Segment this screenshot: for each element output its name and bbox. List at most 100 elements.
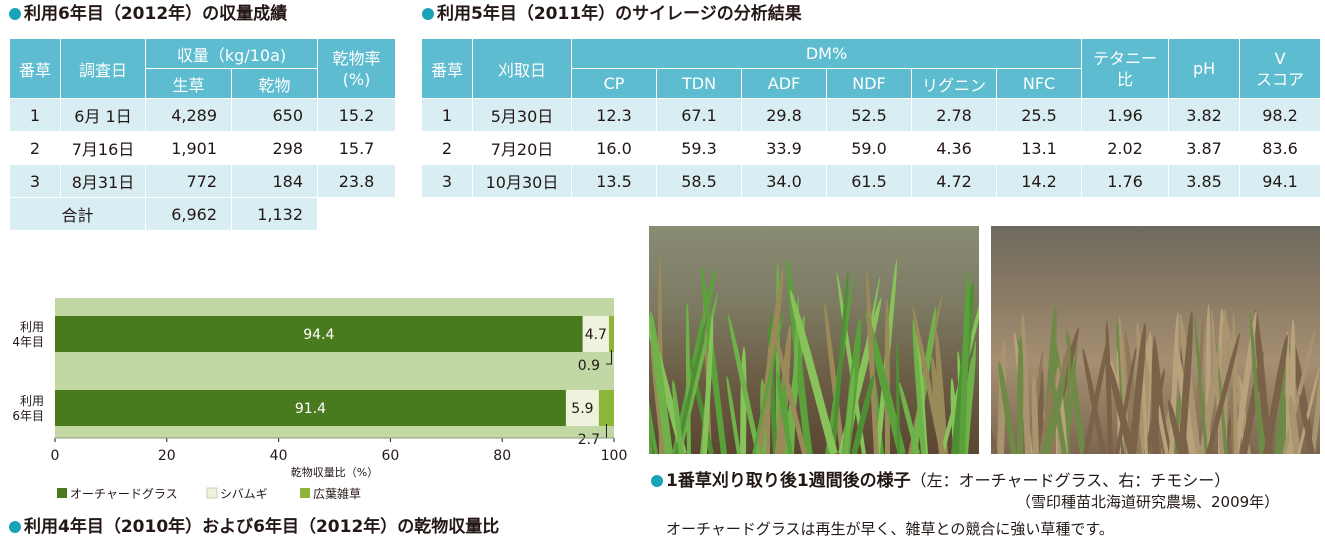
table-row: 3 8月31日 772 184 23.8 — [9, 164, 397, 198]
cell-nfc: 13.1 — [995, 131, 1083, 165]
data-label: 91.4 — [295, 401, 326, 417]
cell-total-rate — [317, 197, 397, 231]
cell-adf: 33.9 — [741, 131, 827, 165]
silage-header-adf: ADF — [741, 68, 827, 99]
cell-ndf: 61.5 — [826, 164, 912, 198]
yield-header-date: 調査日 — [60, 38, 146, 99]
bullet-icon — [422, 8, 434, 20]
cell-date: 5月30日 — [472, 98, 572, 132]
cell-adf: 34.0 — [741, 164, 827, 198]
cell-num: 1 — [421, 98, 473, 132]
tick-label: 80 — [493, 448, 511, 464]
silage-header-vscore: V スコア — [1239, 38, 1322, 99]
cell-dry: 184 — [230, 164, 319, 198]
legend-label: シバムギ — [220, 487, 268, 501]
silage-header-date: 刈取日 — [472, 38, 572, 99]
cell-ph: 3.87 — [1168, 131, 1241, 165]
cell-total-dry: 1,132 — [230, 197, 319, 231]
cell-ndf: 52.5 — [826, 98, 912, 132]
silage-header-tdn: TDN — [656, 68, 742, 99]
bar-segment — [598, 390, 614, 426]
cell-cp: 12.3 — [571, 98, 657, 132]
cell-rate: 23.8 — [317, 164, 397, 198]
table-row: 2 7月20日 16.0 59.3 33.9 59.0 4.36 13.1 2.… — [421, 131, 1322, 165]
category-label: 6年目 — [12, 409, 44, 423]
cell-rate: 15.2 — [317, 98, 397, 132]
timothy-photo — [991, 226, 1320, 454]
yield-header-dry: 乾物 — [230, 68, 319, 99]
cell-tdn: 59.3 — [656, 131, 742, 165]
cell-tdn: 67.1 — [656, 98, 742, 132]
silage-table: 番草 刈取日 DM% テタニー比 pH V スコア CP TDN ADF NDF … — [421, 38, 1322, 198]
cell-num: 3 — [9, 164, 61, 198]
legend-swatch — [300, 488, 310, 498]
bar-segment — [582, 316, 609, 352]
cell-ph: 3.82 — [1168, 98, 1241, 132]
silage-header-lignin: リグニン — [911, 68, 997, 99]
silage-header-ph: pH — [1168, 38, 1241, 99]
yield-section-title: 利用6年目（2012年）の収量成績 — [9, 4, 287, 24]
cell-rate: 15.7 — [317, 131, 397, 165]
cell-ndf: 59.0 — [826, 131, 912, 165]
grass-blade — [725, 375, 742, 454]
cell-date: 10月30日 — [472, 164, 572, 198]
cell-date: 7月20日 — [472, 131, 572, 165]
orchardgrass-photo — [649, 226, 979, 454]
x-axis-label: 乾物収量比（%） — [291, 465, 378, 479]
cell-tetany: 2.02 — [1081, 131, 1170, 165]
legend-swatch — [57, 488, 67, 498]
cell-tetany: 1.96 — [1081, 98, 1170, 132]
data-label: 2.7 — [578, 432, 600, 448]
photo-caption: 1番草刈り取り後1週間後の様子（左：オーチャードグラス、右：チモシー） — [651, 466, 1230, 491]
cell-dry: 650 — [230, 98, 319, 132]
legend-label: 広葉雑草 — [313, 486, 361, 501]
cell-tetany: 1.76 — [1081, 164, 1170, 198]
cell-ph: 3.85 — [1168, 164, 1241, 198]
bar-segment — [55, 316, 583, 352]
cell-fresh: 772 — [145, 164, 232, 198]
data-label: 0.9 — [578, 358, 600, 374]
yield-header-fresh: 生草 — [145, 68, 232, 99]
yield-header-yield: 収量（kg/10a) — [144, 38, 319, 69]
photo-description: オーチャードグラスは再生が早く、雑草との競合に強い草種です。 — [666, 520, 1114, 538]
silage-section-title: 利用5年目（2011年）のサイレージの分析結果 — [422, 4, 802, 24]
cell-num: 3 — [421, 164, 473, 198]
bar-segment — [608, 316, 614, 352]
bullet-icon — [9, 521, 21, 533]
cell-num: 1 — [9, 98, 61, 132]
cell-total-label: 合計 — [9, 197, 146, 231]
cell-vscore: 83.6 — [1239, 131, 1322, 165]
cell-cp: 13.5 — [571, 164, 657, 198]
cell-adf: 29.8 — [741, 98, 827, 132]
cell-num: 2 — [9, 131, 61, 165]
category-label: 4年目 — [12, 335, 44, 349]
cell-lignin: 4.36 — [911, 131, 997, 165]
silage-header-num: 番草 — [421, 38, 473, 99]
cell-date: 6月 1日 — [60, 98, 146, 132]
tick-label: 20 — [158, 448, 176, 464]
bullet-icon — [9, 8, 21, 20]
tick-label: 60 — [381, 448, 399, 464]
table-row: 1 6月 1日 4,289 650 15.2 — [9, 98, 397, 132]
cell-lignin: 4.72 — [911, 164, 997, 198]
data-label: 4.7 — [585, 327, 607, 343]
tick-label: 100 — [601, 448, 628, 464]
cell-fresh: 1,901 — [145, 131, 232, 165]
silage-header-cp: CP — [571, 68, 657, 99]
cell-tdn: 58.5 — [656, 164, 742, 198]
bar-segment — [565, 390, 599, 426]
yield-header-dry-rate: 乾物率 (%) — [317, 38, 397, 99]
data-label: 94.4 — [303, 327, 334, 343]
cell-cp: 16.0 — [571, 131, 657, 165]
table-row: 3 10月30日 13.5 58.5 34.0 61.5 4.72 14.2 1… — [421, 164, 1322, 198]
cell-total-fresh: 6,962 — [145, 197, 232, 231]
cell-dry: 298 — [230, 131, 319, 165]
table-row: 2 7月16日 1,901 298 15.7 — [9, 131, 397, 165]
cell-vscore: 98.2 — [1239, 98, 1322, 132]
legend-label: オーチャードグラス — [70, 487, 178, 501]
data-label: 5.9 — [571, 401, 593, 417]
cell-fresh: 4,289 — [145, 98, 232, 132]
legend-swatch — [206, 487, 218, 499]
table-total-row: 合計 6,962 1,132 — [9, 197, 397, 231]
